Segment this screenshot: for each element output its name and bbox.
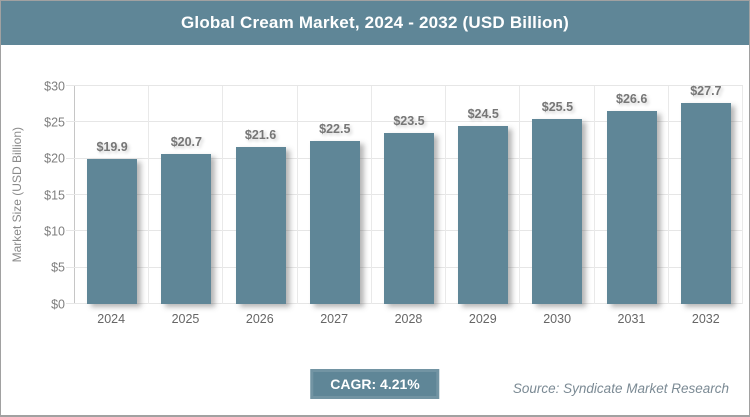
bar-column-2031: $26.6 [595,86,669,304]
bar-column-2024: $19.9 [75,86,149,304]
y-tick-label: $10 [44,224,65,239]
bar-value-label: $20.7 [170,134,202,149]
x-tick-label: 2029 [468,312,497,326]
bar-2027 [309,140,360,304]
bar-2024 [87,159,138,304]
vertical-gridline [370,86,372,304]
bar-column-2029: $24.5 [446,86,520,304]
vertical-gridline [519,86,521,304]
bar-2026 [235,147,286,304]
bar-column-2026: $21.6 [223,86,297,304]
bar-value-label: $22.5 [319,121,351,136]
x-tick-label: 2026 [245,312,274,326]
bar-column-2032: $27.7 [669,83,743,304]
bar-value-label: $24.5 [467,106,499,121]
plot-area: $19.9 $20.7 $21.6 $22.5 $23.5 $24.5 $25.5 $26.6… [66,83,743,304]
bar-2025 [161,153,212,304]
x-axis-tick-labels: 2024 2025 2026 2027 2028 2029 2030 2031 2032 [74,312,743,330]
bar-value-label: $21.6 [244,128,277,143]
y-tick-label: $0 [51,296,65,311]
chart-title-bar: Global Cream Market, 2024 - 2032 (USD Bi… [1,1,749,45]
vertical-gridline [593,86,595,304]
bar-value-label: $23.5 [393,114,425,129]
y-tick-label: $20 [44,151,65,166]
vertical-gridline [445,86,447,304]
bar-value-label: $25.5 [541,99,574,114]
source-text: Source: Syndicate Market Research [512,381,729,396]
bar-2029 [458,125,509,304]
horizontal-gridline [66,121,743,123]
vertical-gridline [296,86,298,304]
vertical-gridline [222,86,224,304]
bar-2030 [532,118,583,304]
y-tick-label: $30 [44,78,65,93]
bar-column-2027: $22.5 [298,86,372,304]
x-tick-label: 2027 [320,312,349,326]
y-tick-label: $5 [51,260,65,275]
vertical-gridline [148,86,150,304]
y-tick-label: $15 [44,187,65,202]
bar-column-2028: $23.5 [372,86,446,304]
cagr-badge: CAGR: 4.21% [310,369,440,399]
bar-value-label: $27.7 [690,83,722,98]
bar-value-label: $26.6 [616,91,648,106]
bar-value-label: $19.9 [96,140,128,155]
y-axis-tick-labels: $0 $5 $10 $15 $20 $25 $30 [29,80,65,310]
bar-column-2025: $20.7 [149,86,223,304]
vertical-gridline [742,86,743,304]
x-tick-label: 2031 [617,312,646,326]
x-tick-label: 2030 [543,312,572,326]
bar-2028 [383,133,434,304]
x-tick-label: 2032 [691,312,720,326]
y-axis-title: Market Size (USD Billion) [10,127,24,263]
bar-column-2030: $25.5 [520,86,594,304]
horizontal-gridline [66,85,743,86]
bar-2032 [680,102,731,304]
x-tick-label: 2024 [97,312,126,326]
y-tick-label: $25 [44,115,65,130]
chart-title: Global Cream Market, 2024 - 2032 (USD Bi… [180,13,570,32]
bar-2031 [606,110,657,304]
vertical-gridline [667,86,669,304]
x-tick-label: 2025 [171,312,200,326]
x-tick-label: 2028 [394,312,423,326]
